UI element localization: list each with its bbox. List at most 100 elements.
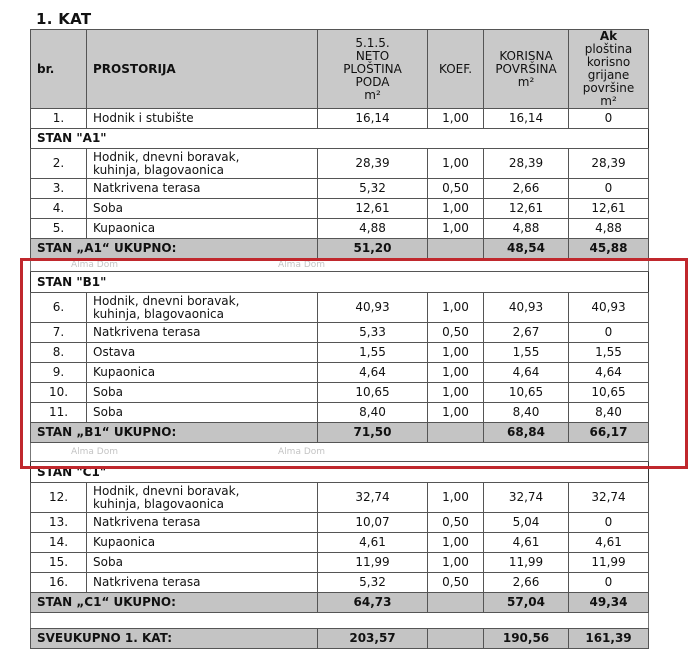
table-row: 1. Hodnik i stubište 16,14 1,00 16,14 0 <box>30 108 649 129</box>
section-label: STAN "C1" <box>30 461 649 483</box>
watermark: Alma Dom <box>71 446 119 457</box>
heated-area: 4,64 <box>568 362 649 383</box>
heated-area: 11,99 <box>568 552 649 573</box>
coefficient: 1,00 <box>427 218 484 239</box>
table-row: 11. Soba 8,40 1,00 8,40 8,40 <box>30 402 649 423</box>
total-heated: 66,17 <box>568 422 649 443</box>
neto-area: 32,74 <box>317 482 428 513</box>
header-korisna-line: m² <box>517 74 535 89</box>
total-heated: 45,88 <box>568 238 649 259</box>
neto-area: 28,39 <box>317 148 428 179</box>
header-br: br. <box>30 29 87 109</box>
total-koef <box>427 238 484 259</box>
spacer: Alma Dom Alma Dom <box>30 442 649 462</box>
total-label: STAN „B1“ UKUPNO: <box>30 422 318 443</box>
heated-area: 8,40 <box>568 402 649 423</box>
usable-area: 4,61 <box>483 532 569 553</box>
coefficient: 1,00 <box>427 148 484 179</box>
neto-area: 16,14 <box>317 108 428 129</box>
room-name: Natkrivena terasa <box>86 512 318 533</box>
total-label: SVEUKUPNO 1. KAT: <box>30 628 318 649</box>
table-row: 5. Kupaonica 4,88 1,00 4,88 4,88 <box>30 218 649 239</box>
total-usable: 57,04 <box>483 592 569 613</box>
table-row: 2. Hodnik, dnevni boravak, kuhinja, blagov… <box>30 148 649 179</box>
room-name: Soba <box>86 198 318 219</box>
room-name-line: Hodnik, dnevni boravak, <box>93 483 240 498</box>
neto-area: 4,88 <box>317 218 428 239</box>
heated-area: 0 <box>568 322 649 343</box>
neto-area: 5,32 <box>317 572 428 593</box>
area-table: br. PROSTORIJA 5.1.5. NETO PLOŠTINA PODA… <box>30 29 649 649</box>
row-number: 14. <box>30 532 87 553</box>
neto-area: 4,61 <box>317 532 428 553</box>
heated-area: 10,65 <box>568 382 649 403</box>
watermark: Alma Dom <box>278 259 326 270</box>
heated-area: 40,93 <box>568 292 649 323</box>
room-name: Hodnik, dnevni boravak, kuhinja, blagovao… <box>86 148 318 179</box>
usable-area: 40,93 <box>483 292 569 323</box>
row-number: 3. <box>30 178 87 199</box>
header-ak-line: m² <box>600 94 617 108</box>
coefficient: 0,50 <box>427 512 484 533</box>
header-neto-line: NETO <box>355 48 390 63</box>
heated-area: 0 <box>568 572 649 593</box>
heated-area: 28,39 <box>568 148 649 179</box>
total-koef <box>427 592 484 613</box>
total-row: SVEUKUPNO 1. KAT: 203,57 190,56 161,39 <box>30 628 649 649</box>
coefficient: 1,00 <box>427 382 484 403</box>
row-number: 1. <box>30 108 87 129</box>
heated-area: 32,74 <box>568 482 649 513</box>
header-neto-line: PODA <box>355 74 390 89</box>
table-row: 8. Ostava 1,55 1,00 1,55 1,55 <box>30 342 649 363</box>
row-number: 9. <box>30 362 87 383</box>
header-korisna-line: KORISNA <box>499 48 553 63</box>
room-name: Hodnik, dnevni boravak, kuhinja, blagovao… <box>86 292 318 323</box>
usable-area: 12,61 <box>483 198 569 219</box>
room-name: Natkrivena terasa <box>86 322 318 343</box>
table-row: 12. Hodnik, dnevni boravak, kuhinja, blago… <box>30 482 649 513</box>
coefficient: 1,00 <box>427 402 484 423</box>
heated-area: 0 <box>568 512 649 533</box>
usable-area: 4,88 <box>483 218 569 239</box>
row-number: 13. <box>30 512 87 533</box>
total-neto: 51,20 <box>317 238 428 259</box>
neto-area: 40,93 <box>317 292 428 323</box>
total-usable: 68,84 <box>483 422 569 443</box>
coefficient: 1,00 <box>427 342 484 363</box>
row-number: 8. <box>30 342 87 363</box>
heated-area: 4,88 <box>568 218 649 239</box>
neto-area: 5,33 <box>317 322 428 343</box>
coefficient: 1,00 <box>427 532 484 553</box>
heated-area: 12,61 <box>568 198 649 219</box>
usable-area: 2,66 <box>483 178 569 199</box>
page-title: 1. KAT <box>36 10 92 28</box>
total-usable: 190,56 <box>483 628 569 649</box>
coefficient: 1,00 <box>427 198 484 219</box>
neto-area: 12,61 <box>317 198 428 219</box>
section-row: STAN "C1" <box>30 461 649 483</box>
row-number: 12. <box>30 482 87 513</box>
row-number: 7. <box>30 322 87 343</box>
usable-area: 10,65 <box>483 382 569 403</box>
table-row: 14. Kupaonica 4,61 1,00 4,61 4,61 <box>30 532 649 553</box>
row-number: 10. <box>30 382 87 403</box>
header-koef: KOEF. <box>427 29 484 109</box>
total-neto: 64,73 <box>317 592 428 613</box>
coefficient: 0,50 <box>427 322 484 343</box>
heated-area: 0 <box>568 178 649 199</box>
row-number: 6. <box>30 292 87 323</box>
neto-area: 11,99 <box>317 552 428 573</box>
total-heated: 49,34 <box>568 592 649 613</box>
usable-area: 28,39 <box>483 148 569 179</box>
room-name: Hodnik, dnevni boravak, kuhinja, blagovao… <box>86 482 318 513</box>
coefficient: 0,50 <box>427 572 484 593</box>
header-neto: 5.1.5. NETO PLOŠTINA PODA m² <box>317 29 428 109</box>
table-row: 7. Natkrivena terasa 5,33 0,50 2,67 0 <box>30 322 649 343</box>
table-row: 13. Natkrivena terasa 10,07 0,50 5,04 0 <box>30 512 649 533</box>
neto-area: 10,65 <box>317 382 428 403</box>
header-korisna: KORISNA POVRŠINA m² <box>483 29 569 109</box>
neto-area: 10,07 <box>317 512 428 533</box>
total-label: STAN „C1“ UKUPNO: <box>30 592 318 613</box>
coefficient: 1,00 <box>427 108 484 129</box>
total-koef <box>427 628 484 649</box>
